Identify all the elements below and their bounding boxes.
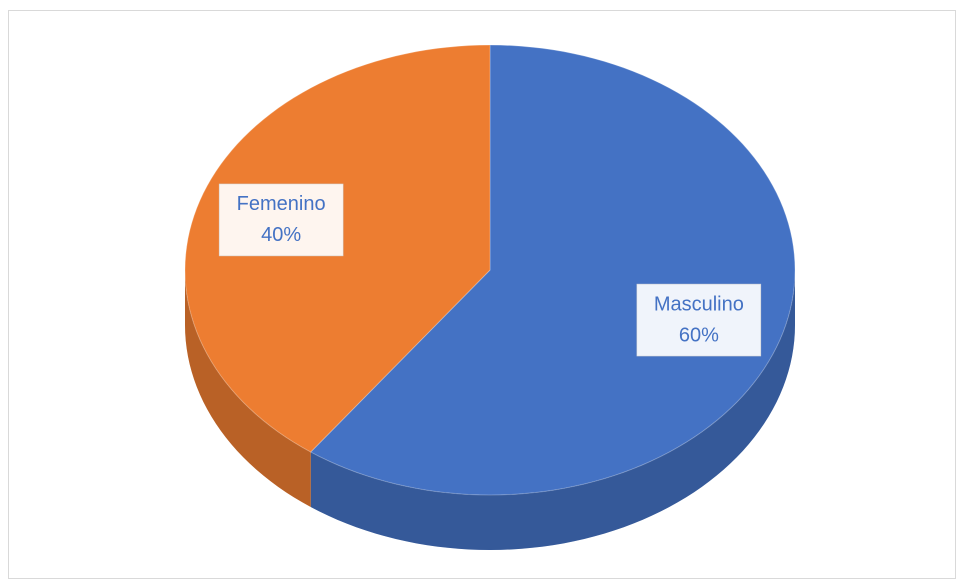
category-label: Masculino: [654, 293, 744, 315]
slice-side: [185, 270, 311, 508]
data-label-box: [636, 283, 762, 357]
value-label: 40%: [261, 224, 301, 246]
slice-side-shade: [310, 270, 795, 550]
pie-slice: [309, 44, 796, 496]
data-label-box: [218, 183, 344, 257]
slice-side: [310, 270, 795, 550]
slice-side-shade: [185, 270, 311, 508]
data-labels: Masculino 60% Femenino 40%: [218, 183, 762, 357]
pie-sides: [185, 270, 795, 550]
category-label: Femenino: [237, 193, 326, 215]
value-label: 60%: [679, 324, 719, 346]
pie-tops: [184, 44, 796, 496]
